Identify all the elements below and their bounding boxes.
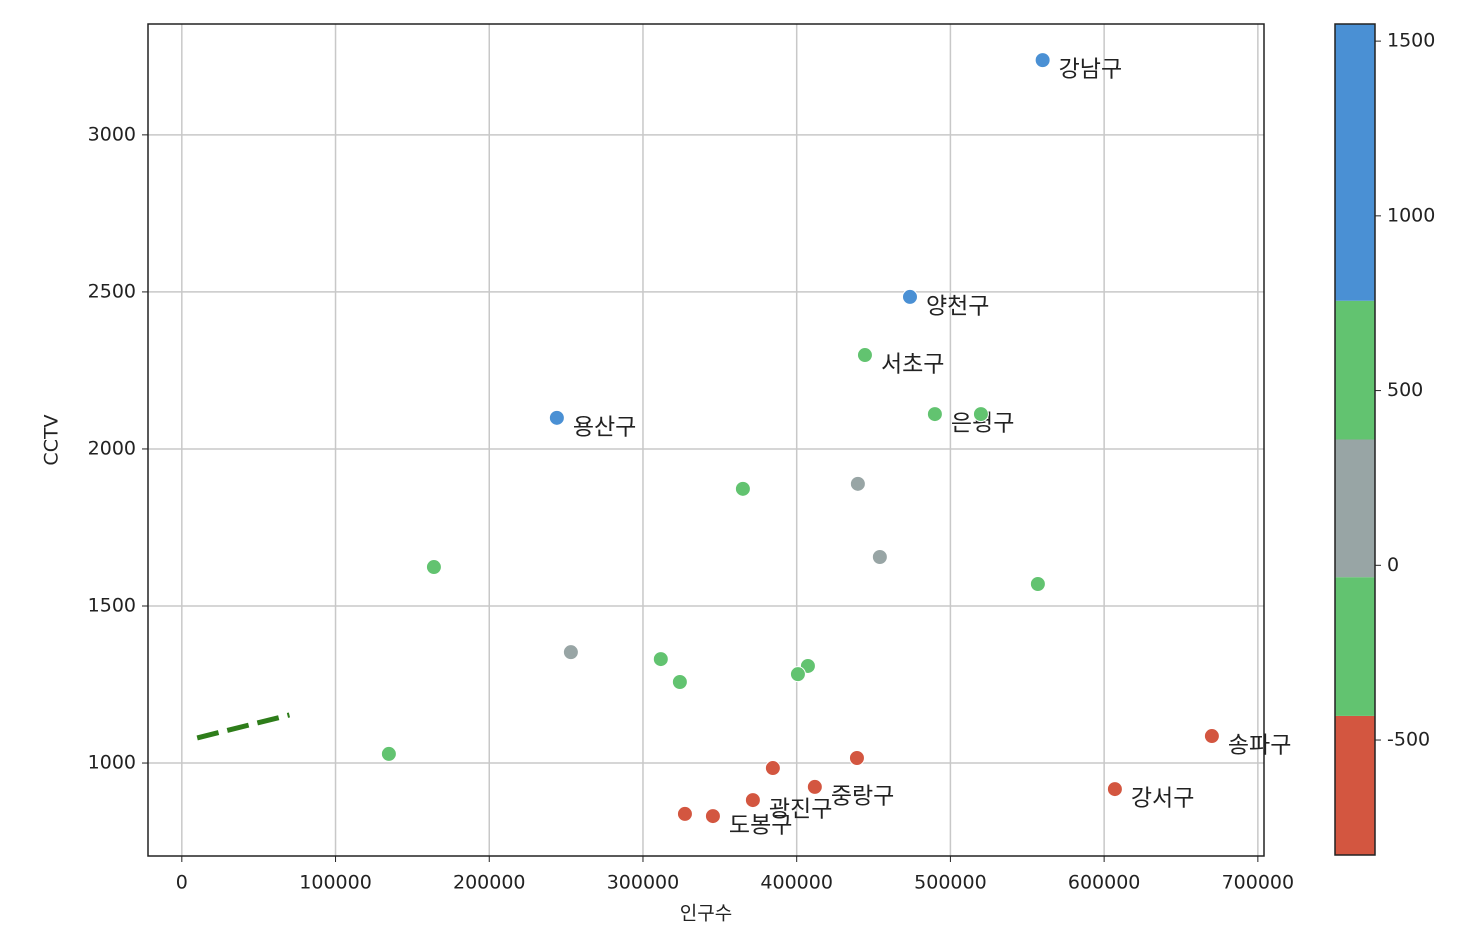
y-axis-label: CCTV xyxy=(41,414,63,465)
point xyxy=(1034,52,1051,69)
point-label: 서초구 xyxy=(881,352,944,378)
x-tick-label: 0 xyxy=(176,872,188,894)
fit-line xyxy=(196,712,291,741)
colorbar-tick-label: 500 xyxy=(1387,379,1423,401)
x-tick-label: 100000 xyxy=(299,872,372,894)
point xyxy=(652,651,669,668)
x-tick-label: 700000 xyxy=(1222,872,1295,894)
point-label: 양천구 xyxy=(926,293,989,319)
y-tick-label: 1500 xyxy=(88,594,136,616)
point xyxy=(848,750,865,767)
point xyxy=(548,409,565,426)
y-tick-label: 3000 xyxy=(88,123,136,145)
colorbar-segment xyxy=(1335,715,1375,855)
y-tick-label: 2000 xyxy=(88,437,136,459)
point-label: 송파구 xyxy=(1228,733,1291,759)
point xyxy=(972,406,989,423)
colorbar-segment xyxy=(1335,24,1375,301)
point-label: 광진구 xyxy=(769,797,832,823)
point xyxy=(425,559,442,576)
point xyxy=(764,760,781,777)
point xyxy=(380,745,397,762)
point xyxy=(1203,728,1220,745)
plot-frame xyxy=(147,23,1265,857)
y-tick-label: 1000 xyxy=(88,752,136,774)
point xyxy=(744,792,761,809)
point xyxy=(1106,781,1123,798)
point xyxy=(734,480,751,497)
point xyxy=(806,778,823,795)
x-tick-label: 600000 xyxy=(1068,872,1141,894)
point xyxy=(676,805,693,822)
x-tick-label: 400000 xyxy=(760,872,833,894)
colorbar-segment xyxy=(1335,300,1375,440)
point xyxy=(704,808,721,825)
y-tick-label: 2500 xyxy=(88,280,136,302)
point-label: 중랑구 xyxy=(831,783,894,809)
point xyxy=(789,666,806,683)
x-tick-label: 500000 xyxy=(914,872,987,894)
colorbar-tick-label: 1000 xyxy=(1387,204,1435,226)
point xyxy=(1029,576,1046,593)
colorbar-segment xyxy=(1335,439,1375,578)
point xyxy=(901,288,918,305)
colorbar-segment xyxy=(1335,577,1375,716)
point-label: 강남구 xyxy=(1059,57,1122,83)
x-tick-label: 300000 xyxy=(607,872,680,894)
point-label: 도봉구 xyxy=(729,813,792,839)
colorbar-tick-label: 1500 xyxy=(1387,30,1435,52)
point xyxy=(926,406,943,423)
colorbar-tick-label: 0 xyxy=(1387,554,1399,576)
colorbar-tick-label: -500 xyxy=(1387,729,1430,751)
colorbar-frame xyxy=(1334,23,1376,856)
point-label: 용산구 xyxy=(573,414,636,440)
point xyxy=(671,673,688,690)
point xyxy=(856,347,873,364)
point-label: 강서구 xyxy=(1131,786,1194,812)
point xyxy=(562,644,579,661)
x-axis-label: 인구수 xyxy=(680,903,732,925)
point xyxy=(849,475,866,492)
point xyxy=(871,548,888,565)
x-tick-label: 200000 xyxy=(453,872,526,894)
